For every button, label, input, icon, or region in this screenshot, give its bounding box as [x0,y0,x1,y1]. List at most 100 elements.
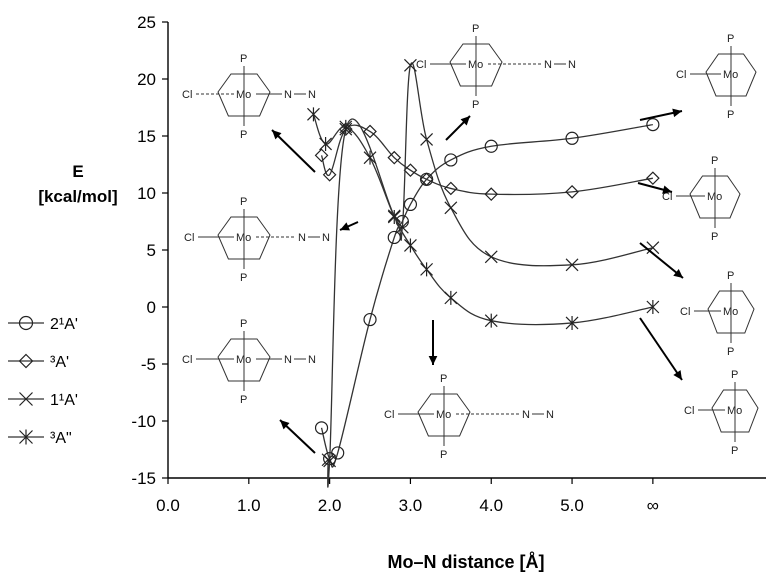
ring [217,73,271,117]
atom-cl: Cl [662,191,672,203]
atom-n2: N [308,89,316,101]
star-marker [363,150,377,165]
y-tick-label: 15 [137,127,156,146]
atom-p-bottom: P [472,99,479,111]
atom-mo: Mo [723,69,738,81]
atom-p-bottom: P [240,129,247,141]
structure-s7: P Cl Mo N N P [182,318,316,406]
circle-marker [18,315,34,331]
legend-label: ³A' [50,354,69,371]
series-3 [307,107,660,330]
diamond-marker [363,124,377,139]
atom-p-top: P [727,270,734,282]
arrow [639,242,684,279]
x-tick-label: 2.0 [318,496,342,515]
x-marker [395,220,409,234]
x-tick-label: 0.0 [156,496,180,515]
arrow-head [428,355,438,365]
ring [217,216,271,260]
structure-s8: P Cl Mo N N P [384,373,554,461]
star-marker [444,290,458,305]
star-marker [420,262,434,277]
annotation-arrows [271,108,684,454]
atom-mo: Mo [236,89,251,101]
circle-marker [331,446,345,460]
star-marker [339,119,353,134]
circle-marker [403,197,418,211]
y-axis-label-line-2: [kcal/mol] [38,187,117,206]
x-marker [323,454,337,468]
y-tick-label: -10 [131,412,156,431]
series-line [327,62,653,488]
x-tick-label: 3.0 [399,496,423,515]
y-tick-label: 5 [147,241,156,260]
ring [711,389,759,433]
circle-marker [565,131,579,145]
atom-p-top: P [472,23,479,35]
diamond-marker [565,185,579,199]
atom-mo: Mo [707,191,722,203]
atom-mo: Mo [727,405,742,417]
atom-n2: N [546,409,554,421]
structure-s6: P Cl Mo P [680,270,755,358]
arrow [271,129,316,173]
atom-mo: Mo [236,354,251,366]
atom-p-bottom: P [240,394,247,406]
arrow [445,115,471,141]
series-1 [314,122,660,201]
structure-s1: P Cl Mo N N P [182,53,316,141]
diamond-marker [387,150,402,165]
series-0 [314,117,660,468]
structure-s3: P Cl Mo P [676,33,757,121]
x-tick-label: 4.0 [479,496,503,515]
atom-cl: Cl [676,69,686,81]
ring [705,53,757,97]
arrow-head [460,116,470,126]
ring [417,393,471,437]
star-marker [404,238,417,253]
diamond-marker [443,181,458,196]
diamond-marker [314,148,329,163]
x-marker [565,258,579,272]
atom-n2: N [568,59,576,71]
legend: 2¹A' ³A' 1¹A' ³A" [8,315,78,447]
y-tick-label: -5 [141,355,156,374]
atom-cl: Cl [680,306,690,318]
series-line [320,124,653,196]
atom-mo: Mo [236,232,251,244]
star-marker [565,315,579,330]
circle-marker [363,312,377,327]
ring [217,338,271,382]
ring [689,175,741,219]
arrow [339,221,359,231]
x-marker [484,250,498,264]
x-tick-label: 1.0 [237,496,261,515]
arrow [637,182,673,194]
atom-p-bottom: P [240,272,247,284]
arrow [639,108,683,121]
atom-p-top: P [727,33,734,45]
series-line [320,123,653,468]
atom-mo: Mo [468,59,483,71]
atom-p-top: P [240,53,247,65]
arrow [639,317,683,381]
series-2 [321,58,660,488]
atom-cl: Cl [182,89,192,101]
diamond-marker [419,172,434,187]
y-tick-label: 25 [137,13,156,32]
arrow-head [672,108,682,118]
atom-p-bottom: P [711,231,718,243]
y-tick-label: 0 [147,298,156,317]
diamond-marker [322,167,337,182]
y-tick-label: 10 [137,184,156,203]
series-group [307,58,660,488]
atom-p-top: P [440,373,447,385]
atom-n1: N [284,89,292,101]
diamond-marker [484,187,499,201]
star-marker [319,136,333,151]
atom-mo: Mo [436,409,451,421]
x-marker [404,58,417,72]
atom-cl: Cl [384,409,394,421]
arrow-shaft [271,129,316,173]
